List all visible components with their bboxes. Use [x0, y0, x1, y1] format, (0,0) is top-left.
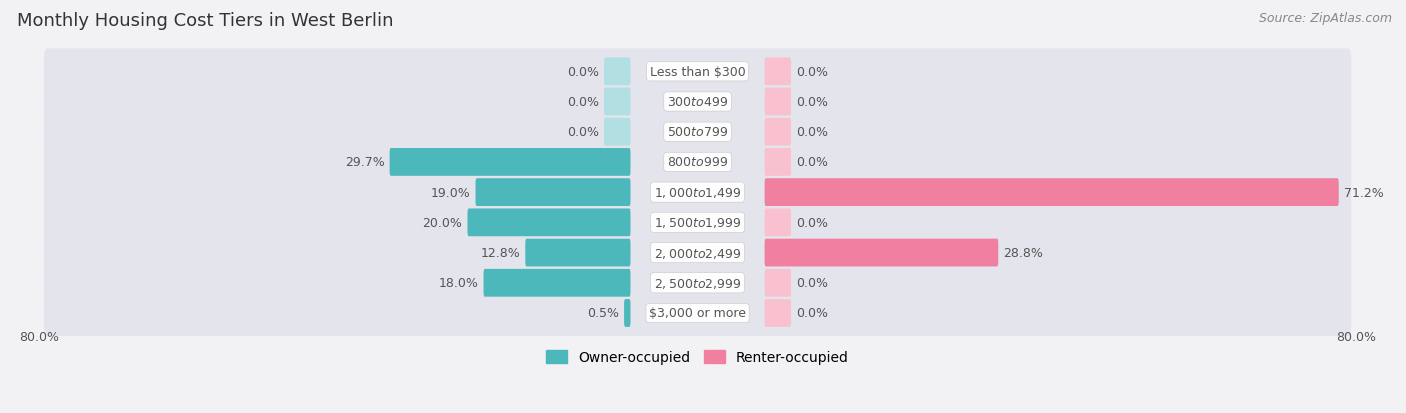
- Text: 0.0%: 0.0%: [796, 216, 828, 229]
- FancyBboxPatch shape: [44, 109, 1351, 155]
- Text: $1,000 to $1,499: $1,000 to $1,499: [654, 186, 741, 199]
- FancyBboxPatch shape: [389, 149, 630, 176]
- FancyBboxPatch shape: [475, 179, 630, 206]
- Text: 12.8%: 12.8%: [481, 247, 520, 259]
- Text: 0.0%: 0.0%: [567, 66, 599, 78]
- Text: 0.0%: 0.0%: [796, 307, 828, 320]
- FancyBboxPatch shape: [484, 269, 630, 297]
- FancyBboxPatch shape: [44, 49, 1351, 95]
- Text: 0.0%: 0.0%: [796, 277, 828, 290]
- Text: 0.5%: 0.5%: [586, 307, 619, 320]
- Text: $2,000 to $2,499: $2,000 to $2,499: [654, 246, 741, 260]
- Text: 80.0%: 80.0%: [1336, 330, 1376, 343]
- Text: 0.0%: 0.0%: [796, 126, 828, 139]
- Text: $300 to $499: $300 to $499: [666, 96, 728, 109]
- FancyBboxPatch shape: [605, 58, 630, 86]
- FancyBboxPatch shape: [44, 230, 1351, 276]
- Text: 80.0%: 80.0%: [20, 330, 59, 343]
- Text: $800 to $999: $800 to $999: [666, 156, 728, 169]
- FancyBboxPatch shape: [44, 290, 1351, 336]
- FancyBboxPatch shape: [765, 179, 1339, 206]
- Text: 19.0%: 19.0%: [430, 186, 470, 199]
- FancyBboxPatch shape: [467, 209, 630, 237]
- Text: $1,500 to $1,999: $1,500 to $1,999: [654, 216, 741, 230]
- FancyBboxPatch shape: [44, 79, 1351, 125]
- Text: 20.0%: 20.0%: [422, 216, 463, 229]
- FancyBboxPatch shape: [765, 58, 792, 86]
- FancyBboxPatch shape: [765, 88, 792, 116]
- FancyBboxPatch shape: [44, 140, 1351, 185]
- Text: Less than $300: Less than $300: [650, 66, 745, 78]
- FancyBboxPatch shape: [765, 149, 792, 176]
- FancyBboxPatch shape: [765, 239, 998, 267]
- Legend: Owner-occupied, Renter-occupied: Owner-occupied, Renter-occupied: [540, 345, 855, 370]
- FancyBboxPatch shape: [44, 170, 1351, 216]
- Text: Source: ZipAtlas.com: Source: ZipAtlas.com: [1258, 12, 1392, 25]
- Text: 0.0%: 0.0%: [796, 156, 828, 169]
- FancyBboxPatch shape: [624, 299, 630, 327]
- Text: 0.0%: 0.0%: [567, 96, 599, 109]
- Text: 18.0%: 18.0%: [439, 277, 478, 290]
- FancyBboxPatch shape: [44, 260, 1351, 306]
- FancyBboxPatch shape: [765, 209, 792, 237]
- Text: 0.0%: 0.0%: [796, 96, 828, 109]
- FancyBboxPatch shape: [44, 200, 1351, 246]
- Text: 0.0%: 0.0%: [567, 126, 599, 139]
- Text: 28.8%: 28.8%: [1004, 247, 1043, 259]
- Text: $2,500 to $2,999: $2,500 to $2,999: [654, 276, 741, 290]
- Text: $500 to $799: $500 to $799: [666, 126, 728, 139]
- FancyBboxPatch shape: [765, 119, 792, 146]
- FancyBboxPatch shape: [605, 88, 630, 116]
- FancyBboxPatch shape: [765, 299, 792, 327]
- FancyBboxPatch shape: [605, 119, 630, 146]
- Text: Monthly Housing Cost Tiers in West Berlin: Monthly Housing Cost Tiers in West Berli…: [17, 12, 394, 30]
- FancyBboxPatch shape: [765, 269, 792, 297]
- Text: $3,000 or more: $3,000 or more: [650, 307, 747, 320]
- Text: 71.2%: 71.2%: [1344, 186, 1384, 199]
- Text: 29.7%: 29.7%: [344, 156, 384, 169]
- FancyBboxPatch shape: [526, 239, 630, 267]
- Text: 0.0%: 0.0%: [796, 66, 828, 78]
